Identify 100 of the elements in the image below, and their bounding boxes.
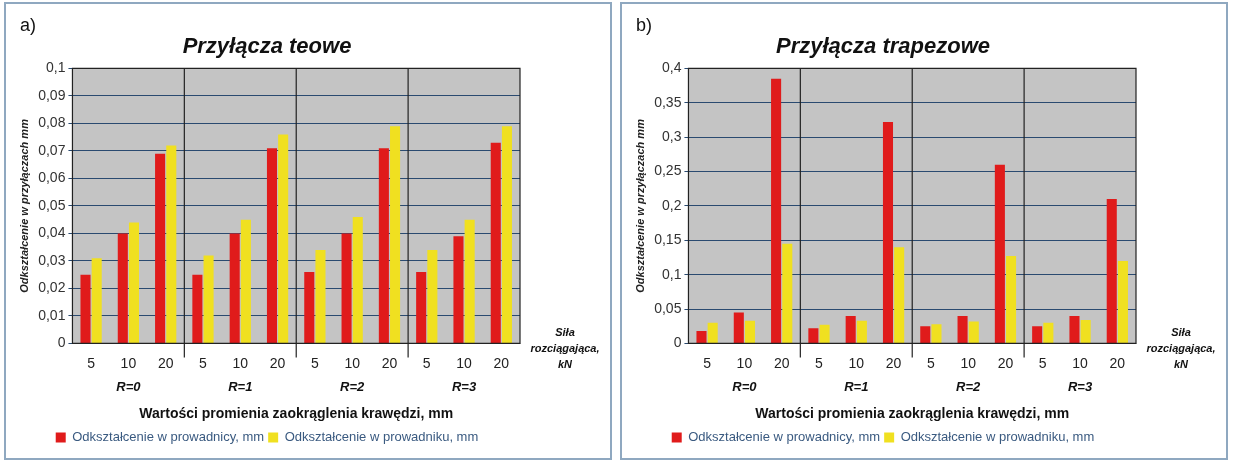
bar <box>1106 199 1117 343</box>
y-tick-label: 0,08 <box>38 114 66 131</box>
x-tick-label: 20 <box>157 354 174 371</box>
y-tick-label: 0,05 <box>654 299 682 316</box>
x-tick-label: 5 <box>87 354 96 371</box>
text: R=3 <box>451 378 477 394</box>
y-tick-label: 0,35 <box>654 93 682 110</box>
x-tick-label: 20 <box>885 354 902 371</box>
bar <box>1117 260 1128 343</box>
bar <box>453 236 464 343</box>
y-tick-label: 0,25 <box>654 162 682 179</box>
bar <box>501 126 512 343</box>
x-tick-label: 20 <box>997 354 1014 371</box>
bar <box>240 219 251 343</box>
text: R=1 <box>844 378 869 394</box>
bar <box>464 219 475 343</box>
bar <box>1069 315 1080 343</box>
bar <box>1006 256 1017 343</box>
x-axis-title: Wartości promienia zaokrąglenia krawędzi, mm <box>139 405 454 422</box>
bar <box>192 274 203 343</box>
text: R=0 <box>116 378 142 394</box>
y-tick-label: 0,15 <box>654 231 682 248</box>
x-tick-label: 10 <box>736 354 753 371</box>
y-tick-label: 0,04 <box>38 224 66 241</box>
bar <box>808 328 819 343</box>
bar <box>490 142 501 343</box>
bar <box>882 122 894 343</box>
x-tick-label: 5 <box>815 354 824 371</box>
x-tick-label: 10 <box>960 354 977 371</box>
bar <box>994 164 1005 343</box>
y-tick-label: 0,2 <box>661 196 682 213</box>
bar <box>771 78 782 343</box>
x-tick-label: 20 <box>381 354 398 371</box>
bar <box>155 153 166 343</box>
y-tick-label: 0,3 <box>661 128 682 145</box>
chart-title: Przyłącza trapezowe <box>776 33 990 59</box>
text: R=1 <box>228 378 253 394</box>
x-tick-label: 10 <box>456 354 473 371</box>
x-tick-label: 20 <box>269 354 286 371</box>
bar <box>341 233 352 343</box>
x-tick-label: 20 <box>773 354 790 371</box>
bar <box>845 315 856 343</box>
x-tick-label: 10 <box>848 354 865 371</box>
bar <box>128 222 140 343</box>
legend-label: Odkształcenie w prowadnicy, mm <box>72 429 265 445</box>
legend-label: Odkształcenie w prowadniku, mm <box>900 429 1095 445</box>
bar <box>352 216 363 343</box>
bar <box>278 134 289 343</box>
x-tick-label: 5 <box>926 354 935 371</box>
bar <box>1080 320 1091 343</box>
y-tick-label: 0,07 <box>38 141 66 158</box>
bar <box>91 258 102 343</box>
y-axis-title: Odkształcenie w przyłączach mm <box>17 118 30 293</box>
bar <box>856 320 867 343</box>
text: Siła rozciągająca, kN <box>530 326 600 371</box>
text: R=3 <box>1067 378 1093 394</box>
bar <box>80 274 91 343</box>
bar <box>733 312 744 343</box>
x-tick-label: 10 <box>1072 354 1089 371</box>
legend-label: Odkształcenie w prowadniku, mm <box>284 429 479 445</box>
y-tick-label: 0,06 <box>38 169 66 186</box>
bar <box>229 233 240 343</box>
text: Siła rozciągająca, kN <box>1146 326 1216 371</box>
y-tick-label: 0 <box>673 334 682 351</box>
bar <box>696 331 707 343</box>
x-tick-label: 5 <box>422 354 431 371</box>
bar <box>416 271 427 343</box>
x-tick-label: 20 <box>1109 354 1126 371</box>
bar <box>390 126 401 343</box>
bar <box>266 148 278 343</box>
bar <box>117 233 128 343</box>
bar <box>304 271 315 343</box>
bar <box>957 315 968 343</box>
y-tick-label: 0,02 <box>38 279 66 296</box>
text: a) <box>20 14 37 35</box>
chart-title: Przyłącza teowe <box>182 33 352 59</box>
text: R=0 <box>732 378 758 394</box>
bar <box>819 324 830 343</box>
legend-label: Odkształcenie w prowadnicy, mm <box>688 429 881 445</box>
x-tick-label: 5 <box>199 354 208 371</box>
y-tick-label: 0,09 <box>38 86 66 103</box>
bar <box>1043 322 1054 343</box>
bar <box>378 148 389 343</box>
bar <box>707 322 718 343</box>
text: R=2 <box>956 378 982 394</box>
y-tick-label: 0 <box>57 334 66 351</box>
y-tick-label: 0,1 <box>45 59 66 76</box>
y-tick-label: 0,4 <box>661 59 682 76</box>
y-tick-label: 0,01 <box>38 306 66 323</box>
text: b) <box>636 14 653 35</box>
bar <box>1032 326 1043 343</box>
bar <box>203 255 214 343</box>
x-tick-label: 5 <box>1038 354 1047 371</box>
y-tick-label: 0,1 <box>661 265 682 282</box>
y-tick-label: 0,03 <box>38 251 66 268</box>
x-tick-label: 20 <box>493 354 510 371</box>
bar <box>427 249 438 343</box>
x-tick-label: 10 <box>120 354 137 371</box>
bar <box>894 247 905 343</box>
x-tick-label: 5 <box>703 354 712 371</box>
